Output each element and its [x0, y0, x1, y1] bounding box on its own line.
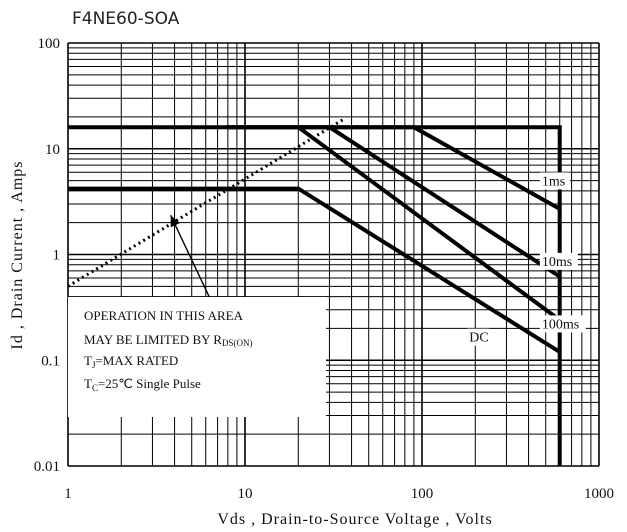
series-label-100ms: 100ms [542, 317, 579, 332]
series-line-100ms [297, 125, 561, 322]
annotation-line-3: TJ=MAX RATED [84, 353, 178, 370]
annotation-line-2: MAY BE LIMITED BY RDS(ON) [84, 332, 252, 348]
arrow-shaft [169, 214, 216, 311]
series-label-dc: DC [469, 331, 488, 346]
boundary-line [68, 125, 562, 466]
x-axis-label: Vds , Drain-to-Source Voltage , Volts [217, 511, 492, 528]
annotation-line-4: TC=25℃ Single Pulse [84, 376, 201, 393]
tick-labels: 1 10 100 1000 100 10 1 0.1 0.01 [34, 36, 614, 502]
annotation-box [68, 297, 326, 417]
rds-limit-line [67, 118, 345, 288]
y-tick-label: 0.01 [34, 459, 60, 475]
series-label-1ms: 1ms [542, 174, 565, 189]
rds-limit-arrow [169, 214, 216, 311]
series-layer [67, 118, 562, 466]
series-label-bg [539, 315, 586, 333]
chart-title: F4NE60-SOA [72, 9, 180, 29]
series-label-bg [539, 252, 578, 270]
annotation-line-1: OPERATION IN THIS AREA [84, 308, 244, 323]
x-tick-label: 100 [411, 486, 434, 502]
series-label-bg [467, 328, 490, 346]
arrow-head [170, 215, 180, 228]
series-label-10ms: 10ms [542, 255, 572, 270]
y-tick-label: 10 [45, 142, 60, 158]
x-tick-label: 1000 [584, 486, 614, 502]
series-label-bg [539, 172, 570, 190]
y-tick-label: 1 [53, 248, 61, 264]
x-tick-label: 10 [238, 486, 253, 502]
x-tick-label: 1 [64, 486, 72, 502]
y-tick-label: 100 [38, 36, 61, 52]
y-axis-label: Id , Drain Current , Amps [9, 161, 26, 350]
series-labels: 1ms 10ms 100ms DC [467, 172, 586, 346]
annotation-text: OPERATION IN THIS AREA MAY BE LIMITED BY… [84, 308, 252, 393]
y-tick-label: 0.1 [41, 353, 60, 369]
series-line-dc [68, 186, 561, 354]
